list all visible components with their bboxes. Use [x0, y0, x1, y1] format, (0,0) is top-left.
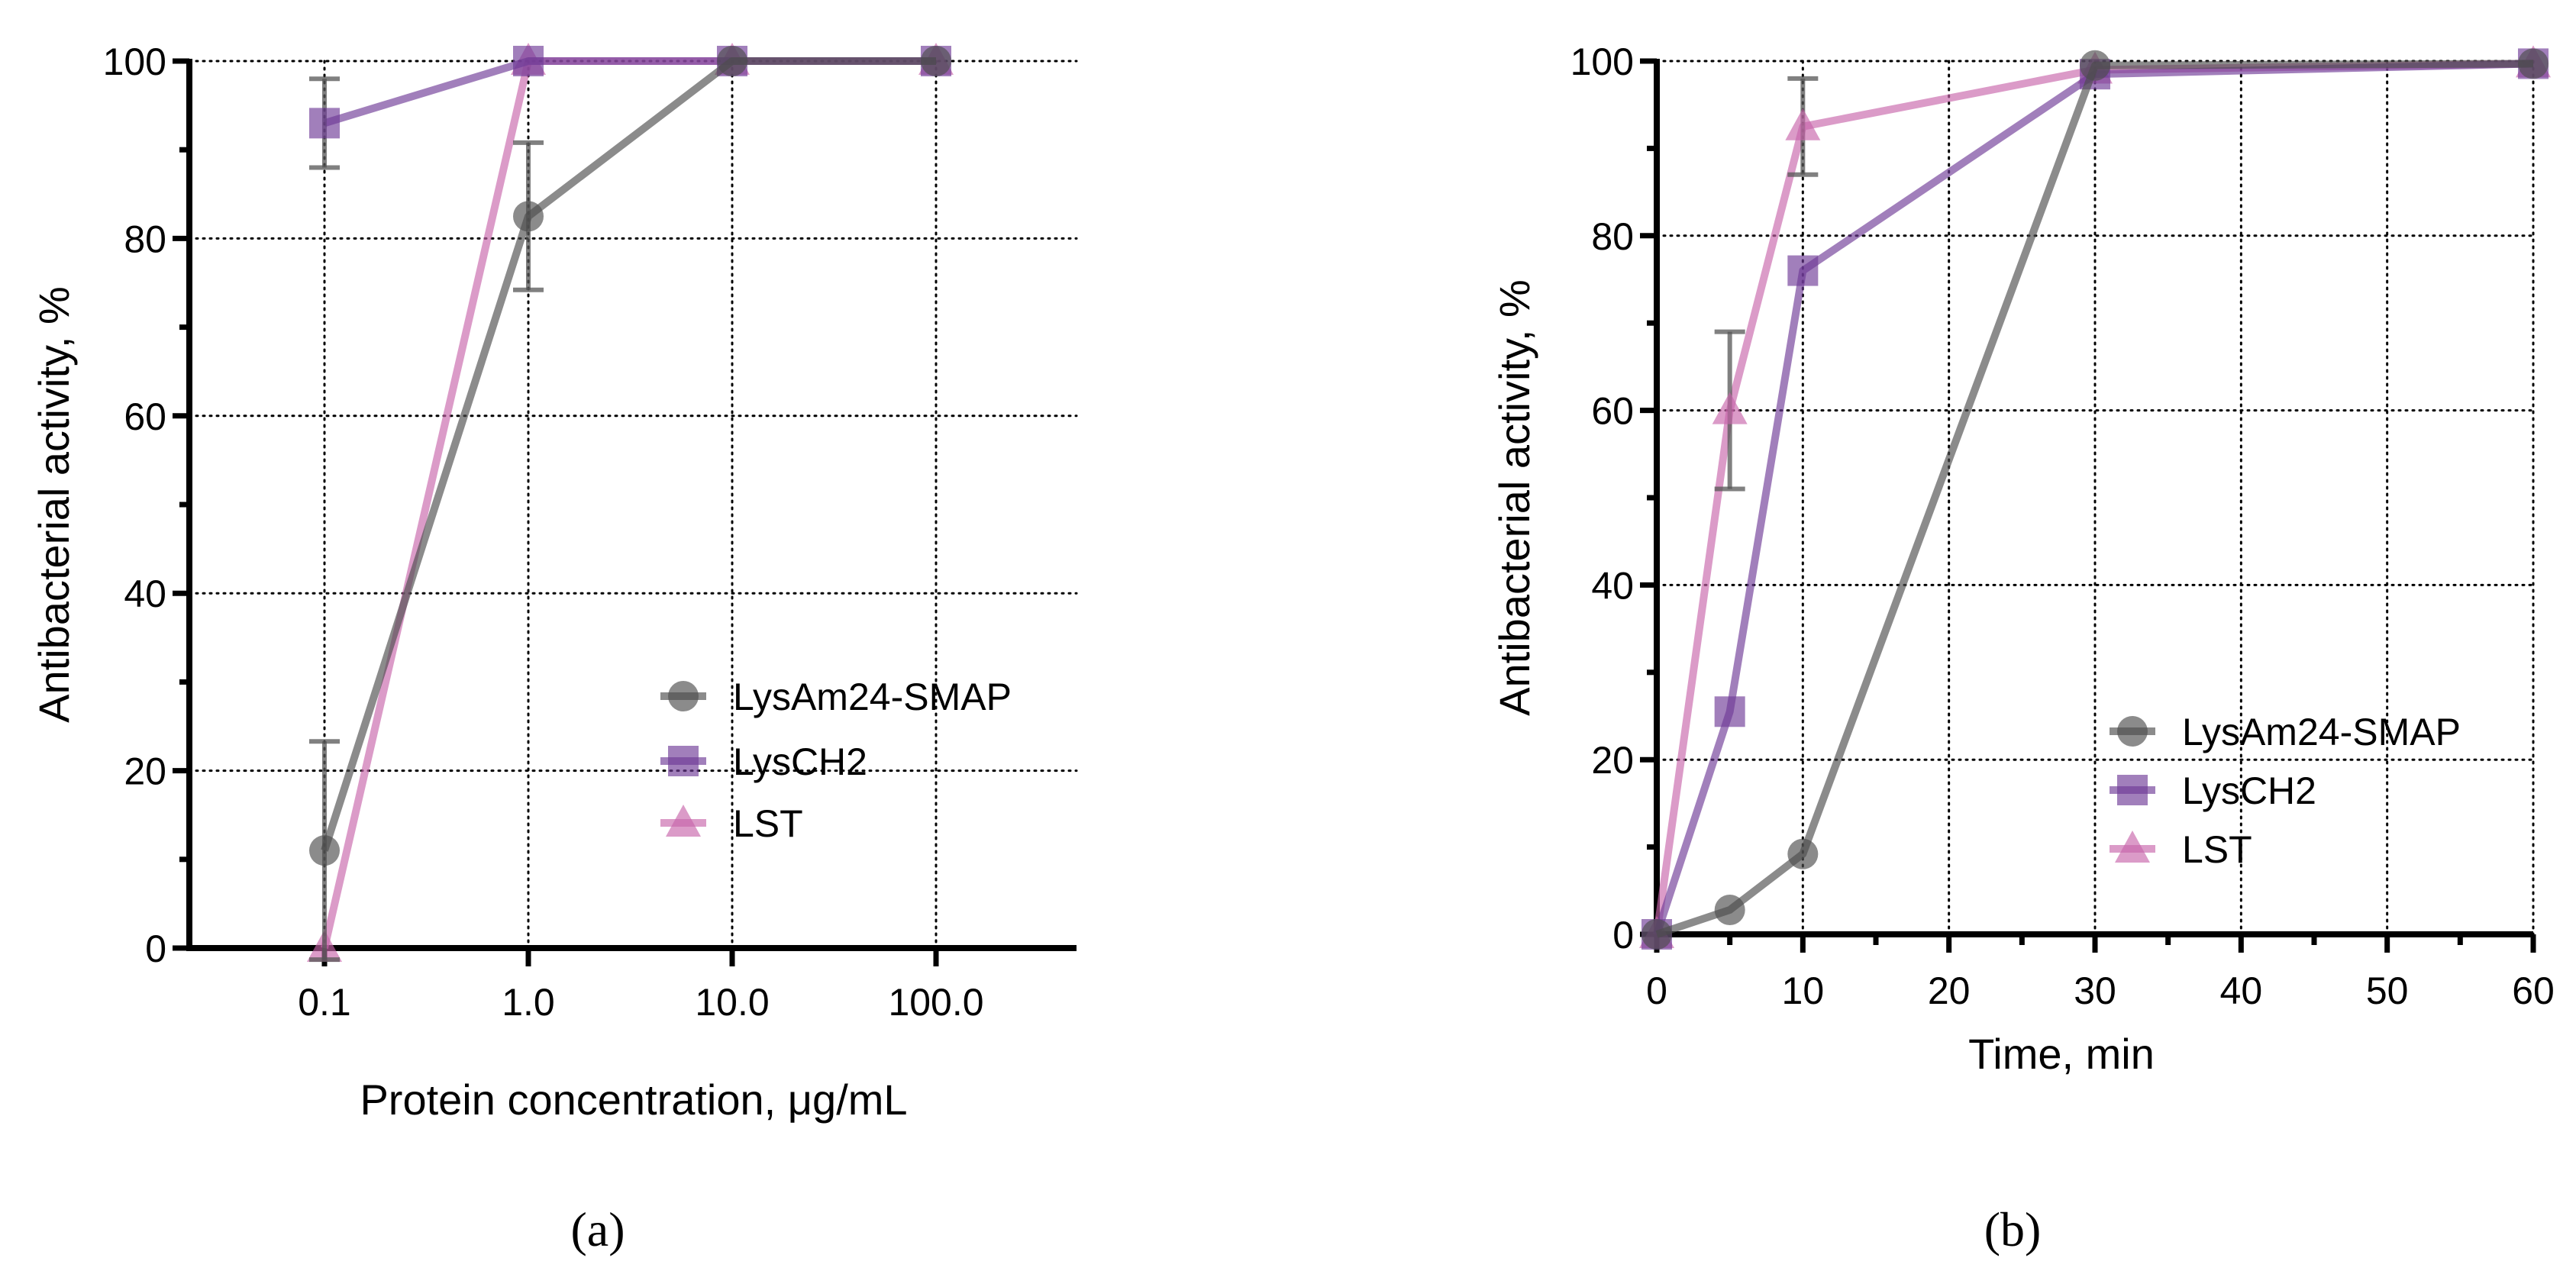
y-tick-label: 0 [145, 927, 166, 970]
square-marker-icon [513, 46, 544, 76]
x-tick-label: 40 [2220, 969, 2263, 1012]
series-lysam24-smap [1641, 48, 2549, 950]
circle-marker-icon [717, 46, 747, 76]
series-line [323, 57, 936, 127]
circle-marker-icon [1641, 919, 1672, 950]
circle-marker-icon [309, 835, 340, 866]
y-tick-label: 100 [103, 40, 166, 83]
legend-item: LysCH2 [2110, 769, 2316, 812]
y-tick-label: 20 [124, 750, 166, 793]
axes [186, 59, 1077, 951]
legend-item: LST [660, 802, 803, 845]
y-tick-label: 20 [1591, 739, 1634, 782]
legend-item: LysCH2 [660, 740, 867, 783]
x-axis-ticks: 0.1 1.0 10.0 100.0 [298, 948, 984, 1024]
series-lst [1639, 45, 2551, 948]
legend-label: LST [733, 802, 803, 845]
square-marker-icon [1787, 255, 1819, 286]
circle-legend-icon [668, 681, 699, 711]
y-axis-label: Antibacterial activity, % [30, 286, 78, 723]
y-tick-label: 60 [1591, 390, 1634, 433]
circle-marker-icon [1714, 894, 1745, 925]
y-axis-ticks: 0 20 40 60 80 100 [103, 40, 189, 970]
series-lst [307, 43, 954, 962]
square-legend-icon [2117, 775, 2148, 805]
panel-b-chart: 0 20 40 60 80 100 0 10 20 30 40 50 60 Time, min Antiba… [1490, 40, 2555, 1256]
x-axis-label: Protein concentration, μg/mL [360, 1076, 907, 1124]
circle-marker-icon [2518, 48, 2549, 79]
triangle-legend-icon [666, 805, 701, 837]
series-lysam24-smap [309, 46, 951, 963]
panel-a-chart: 0 20 40 60 80 100 0.1 1.0 10.0 100.0 Protein conce… [30, 40, 1078, 1256]
y-tick-label: 100 [1570, 40, 1634, 83]
y-tick-label: 80 [1591, 215, 1634, 258]
circle-marker-icon [513, 201, 544, 232]
y-tick-label: 40 [124, 573, 166, 615]
square-marker-icon [309, 108, 340, 139]
x-tick-label: 100.0 [888, 981, 983, 1024]
triangle-marker-icon [1785, 108, 1821, 140]
legend: LysAm24-SMAP LysCH2 LST [2110, 711, 2461, 871]
legend-label: LysAm24-SMAP [2182, 711, 2461, 753]
x-tick-label: 20 [1928, 969, 1971, 1012]
x-axis-ticks: 0 10 20 30 40 50 60 [1646, 934, 2555, 1012]
circle-marker-icon [921, 46, 951, 76]
triangle-marker-icon [1712, 392, 1748, 424]
legend-item: LysAm24-SMAP [2110, 711, 2461, 753]
legend-label: LST [2182, 828, 2252, 871]
x-tick-label: 30 [2074, 969, 2116, 1012]
triangle-legend-icon [2115, 831, 2150, 863]
x-tick-label: 50 [2366, 969, 2409, 1012]
circle-marker-icon [2080, 50, 2110, 81]
x-tick-label: 10.0 [695, 981, 769, 1024]
circle-legend-icon [2117, 716, 2148, 747]
panel-label: (a) [570, 1202, 625, 1256]
legend: LysAm24-SMAP LysCH2 LST [660, 676, 1012, 845]
legend-item: LysAm24-SMAP [660, 676, 1012, 718]
x-tick-label: 60 [2512, 969, 2555, 1012]
y-tick-label: 80 [124, 218, 166, 260]
square-marker-icon [1714, 696, 1745, 727]
y-axis-ticks: 0 20 40 60 80 100 [1570, 40, 1657, 956]
x-tick-label: 1.0 [502, 981, 555, 1024]
legend-label: LysAm24-SMAP [733, 676, 1012, 718]
circle-marker-icon [1787, 838, 1819, 869]
x-axis-label: Time, min [1968, 1030, 2155, 1078]
y-tick-label: 60 [124, 395, 166, 438]
x-tick-label: 0.1 [298, 981, 351, 1024]
y-tick-label: 40 [1591, 564, 1634, 607]
panel-label: (b) [1984, 1202, 2042, 1256]
legend-label: LysCH2 [2182, 769, 2316, 812]
legend-item: LST [2110, 828, 2252, 871]
legend-label: LysCH2 [733, 740, 867, 783]
x-tick-label: 10 [1782, 969, 1825, 1012]
square-legend-icon [668, 746, 699, 776]
series-line [321, 57, 936, 852]
x-tick-label: 0 [1646, 969, 1667, 1012]
y-tick-label: 0 [1612, 914, 1634, 956]
y-axis-label: Antibacterial activity, % [1490, 279, 1538, 716]
series-line [321, 57, 936, 950]
